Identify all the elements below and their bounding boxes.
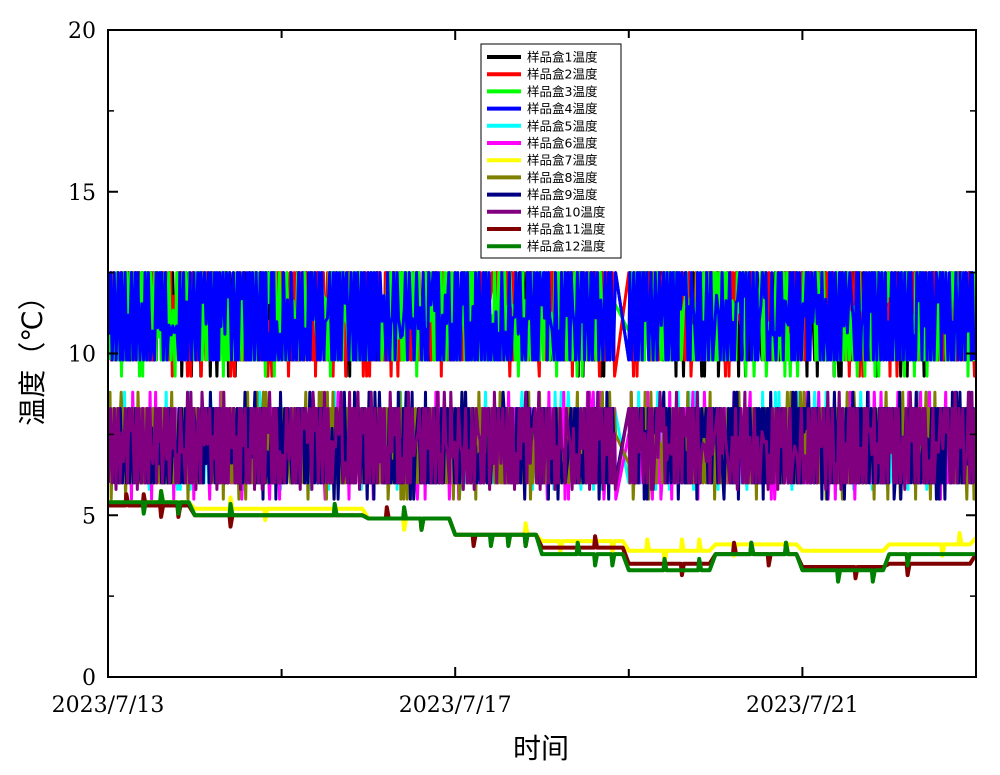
- legend-label-2: 样品盒2温度: [527, 67, 598, 82]
- legend-label-1: 样品盒1温度: [527, 50, 598, 65]
- y-tick-label-20: 20: [68, 19, 96, 44]
- x-axis-title: 时间: [513, 732, 569, 765]
- series-line-7: [108, 489, 976, 565]
- y-tick-label-10: 10: [68, 343, 96, 368]
- y-axis-title: 温度（℃）: [16, 282, 49, 425]
- series-layer: [108, 271, 976, 584]
- legend-label-4: 样品盒4温度: [527, 101, 598, 116]
- legend-label-8: 样品盒8温度: [527, 170, 598, 185]
- y-tick-label-15: 15: [68, 181, 96, 206]
- series-line-12: [108, 489, 976, 584]
- legend-label-5: 样品盒5温度: [527, 118, 598, 133]
- x-tick-label-2023-07-13: 2023/7/13: [52, 693, 165, 718]
- legend-box: [480, 43, 622, 259]
- series-line-4: [108, 271, 976, 362]
- axes-layer: 0 5 10 15 20 2023/7/13 2023/7/17 2023/7/21: [52, 19, 977, 718]
- legend-label-7: 样品盒7温度: [527, 153, 598, 168]
- y-tick-label-5: 5: [82, 504, 96, 529]
- legend-label-6: 样品盒6温度: [527, 136, 598, 151]
- legend-label-9: 样品盒9温度: [527, 187, 598, 202]
- x-tick-label-2023-07-17: 2023/7/17: [399, 693, 512, 718]
- legend-label-3: 样品盒3温度: [527, 84, 598, 99]
- series-line-10: [108, 390, 976, 491]
- legend-label-11: 样品盒11温度: [527, 222, 606, 237]
- legend: 样品盒1温度样品盒2温度样品盒3温度样品盒4温度样品盒5温度样品盒6温度样品盒7…: [480, 43, 622, 259]
- y-tick-label-0: 0: [82, 666, 96, 691]
- legend-label-10: 样品盒10温度: [527, 204, 606, 219]
- legend-label-12: 样品盒12温度: [527, 239, 606, 254]
- x-tick-label-2023-07-21: 2023/7/21: [746, 693, 859, 718]
